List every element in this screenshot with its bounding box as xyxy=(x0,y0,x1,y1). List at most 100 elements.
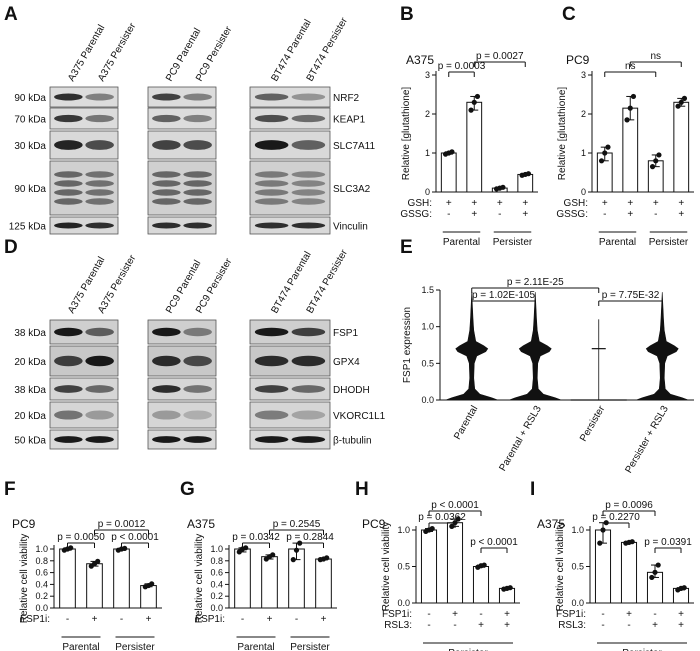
category-label: Persister + RSL3 xyxy=(623,404,671,476)
chart-title: PC9 xyxy=(566,53,590,67)
blot-band xyxy=(183,327,212,337)
y-axis-label: FSP1 expression xyxy=(402,307,413,383)
blot-band xyxy=(85,355,114,367)
p-value-label: p < 0.0001 xyxy=(111,532,159,543)
bar xyxy=(620,541,638,604)
y-tick-label: 0.8 xyxy=(210,556,223,566)
y-tick-label: 0.5 xyxy=(397,562,410,572)
blot-band xyxy=(254,140,289,150)
y-tick-label: 0.0 xyxy=(397,598,410,608)
y-tick-label: 1.0 xyxy=(421,322,434,332)
condition-value: + xyxy=(627,209,633,220)
condition-value: + xyxy=(446,198,452,209)
condition-value: - xyxy=(427,609,430,620)
blot-band xyxy=(152,189,181,196)
condition-label: FSP1i: xyxy=(556,609,586,620)
bar xyxy=(472,566,490,604)
condition-value: - xyxy=(654,209,657,220)
data-point xyxy=(95,558,101,564)
data-point xyxy=(630,93,637,100)
group-label: Persister xyxy=(493,237,533,248)
violin-shape xyxy=(509,292,562,401)
blot-band xyxy=(183,385,212,393)
blot-band xyxy=(152,198,181,205)
blot-band xyxy=(291,327,326,337)
blot-band xyxy=(85,114,114,123)
p-value-label: p = 7.75E-32 xyxy=(602,290,660,301)
blot-band xyxy=(254,436,289,443)
condition-value: + xyxy=(146,614,152,625)
blot-strip xyxy=(147,429,217,450)
y-tick-label: 0.0 xyxy=(210,603,223,613)
data-point xyxy=(68,545,74,551)
condition-label: RSL3: xyxy=(558,620,586,631)
condition-value: + xyxy=(522,209,528,220)
blot-strip xyxy=(249,107,331,130)
data-point xyxy=(655,562,661,568)
marker-label: 20 kDa xyxy=(14,411,46,422)
blot-band xyxy=(291,189,326,196)
blot-band xyxy=(152,222,181,229)
protein-label: KEAP1 xyxy=(333,115,366,126)
condition-value: + xyxy=(504,620,510,631)
condition-label: FSP1i: xyxy=(382,609,412,620)
blot-band xyxy=(183,436,212,443)
y-tick-label: 1.0 xyxy=(397,525,410,535)
data-point xyxy=(293,547,300,553)
p-value-label: p = 0.0012 xyxy=(98,519,146,530)
protein-label: FSP1 xyxy=(333,328,358,339)
condition-value: + xyxy=(478,620,484,631)
p-value-label: p = 0.0050 xyxy=(57,532,105,543)
blot-band xyxy=(85,93,114,101)
blot-band xyxy=(85,222,114,229)
blot-band xyxy=(54,222,83,229)
data-point xyxy=(468,107,474,113)
p-value-label: p = 0.0362 xyxy=(418,512,466,523)
p-value-label: ns xyxy=(650,51,661,62)
chart-panel-i: A375 0.0 0.5 1.0 Relative cell viabilityFSP1… xyxy=(537,500,694,651)
protein-label: DHODH xyxy=(333,385,370,396)
condition-label: GSSG: xyxy=(556,209,588,220)
blot-band xyxy=(54,355,83,367)
blot-band xyxy=(54,171,83,178)
y-tick-label: 0.2 xyxy=(35,591,48,601)
protein-label: Vinculin xyxy=(333,222,368,233)
data-point xyxy=(653,158,659,164)
condition-label: GSSG: xyxy=(400,209,432,220)
marker-label: 20 kDa xyxy=(14,357,46,368)
blot-band xyxy=(152,114,181,123)
marker-label: 125 kDa xyxy=(9,222,47,233)
panel-letter-g: G xyxy=(180,479,195,500)
data-point xyxy=(243,545,249,551)
category-label: Parental xyxy=(452,404,480,442)
blot-band xyxy=(54,114,83,123)
bar xyxy=(140,585,157,609)
blot-strip xyxy=(249,216,331,235)
y-tick-label: 3 xyxy=(425,70,430,80)
panel-letter-b: B xyxy=(400,4,414,25)
blot-band xyxy=(152,385,181,393)
blot-band xyxy=(85,171,114,178)
blot-strip xyxy=(147,86,217,108)
data-point xyxy=(649,574,655,581)
chart-title: A375 xyxy=(537,517,565,531)
p-value-label: p = 1.02E-105 xyxy=(472,290,536,301)
y-tick-label: 0.5 xyxy=(571,562,584,572)
y-tick-label: 0.5 xyxy=(421,358,434,368)
bar xyxy=(420,529,438,604)
blot-strip xyxy=(147,377,217,401)
condition-label: RSL3: xyxy=(384,620,412,631)
blot-band xyxy=(254,327,289,337)
blot-strip xyxy=(49,429,119,450)
blot-band xyxy=(54,327,83,337)
blot-band xyxy=(85,410,114,420)
data-point xyxy=(290,557,296,563)
data-point xyxy=(270,552,276,558)
condition-label: FSP1i: xyxy=(20,614,50,625)
condition-value: + xyxy=(602,198,608,209)
panel-letter-a: A xyxy=(4,4,18,25)
blot-band xyxy=(254,355,289,367)
blot-band xyxy=(291,171,326,178)
